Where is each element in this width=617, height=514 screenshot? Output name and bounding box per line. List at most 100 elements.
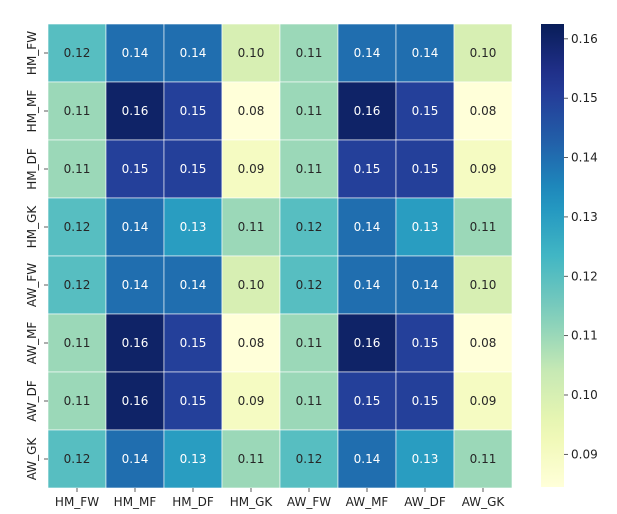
cell-value-label: 0.13 — [412, 452, 439, 466]
cell-value-label: 0.14 — [354, 220, 381, 234]
cell-value-label: 0.12 — [64, 278, 91, 292]
cell-value-label: 0.16 — [354, 336, 381, 350]
heatmap-cell — [105, 139, 165, 199]
colorbar-tick-label: 0.13 — [571, 210, 598, 224]
cell-value-label: 0.14 — [412, 46, 439, 60]
cell-value-label: 0.13 — [412, 220, 439, 234]
cell-value-label: 0.11 — [238, 452, 265, 466]
heatmap-cell — [337, 139, 397, 199]
y-tick-label: AW_DF — [25, 380, 39, 422]
heatmap-cell — [453, 139, 513, 199]
cell-value-label: 0.15 — [122, 162, 149, 176]
x-tick-label: HM_MF — [114, 495, 157, 509]
heatmap-cell — [337, 313, 397, 373]
heatmap-cell — [395, 81, 455, 141]
cell-value-label: 0.15 — [354, 162, 381, 176]
cell-value-label: 0.15 — [180, 104, 207, 118]
heatmap-cell — [279, 23, 339, 83]
cell-value-label: 0.10 — [470, 46, 497, 60]
heatmap-cell — [221, 81, 281, 141]
x-tick-label: AW_MF — [346, 495, 389, 509]
heatmap-cell — [221, 139, 281, 199]
colorbar-tick-label: 0.16 — [571, 32, 598, 46]
heatmap-cell — [105, 23, 165, 83]
cell-value-label: 0.14 — [122, 278, 149, 292]
heatmap-cell — [163, 139, 223, 199]
cell-value-label: 0.13 — [180, 220, 207, 234]
cell-value-label: 0.10 — [470, 278, 497, 292]
heatmap-cell — [337, 23, 397, 83]
cell-value-label: 0.15 — [412, 104, 439, 118]
cell-value-label: 0.08 — [238, 104, 265, 118]
cell-value-label: 0.11 — [64, 336, 91, 350]
heatmap-cell — [279, 371, 339, 431]
heatmap-cell — [221, 197, 281, 257]
cell-value-label: 0.08 — [470, 104, 497, 118]
heatmap-cell — [453, 429, 513, 489]
cell-value-label: 0.15 — [354, 394, 381, 408]
x-tick-label: AW_DF — [404, 495, 446, 509]
heatmap-cell — [279, 139, 339, 199]
cell-value-label: 0.11 — [238, 220, 265, 234]
colorbar-tick-label: 0.15 — [571, 91, 598, 105]
cell-value-label: 0.09 — [470, 394, 497, 408]
heatmap-cell — [453, 371, 513, 431]
colorbar-tick-label: 0.14 — [571, 151, 598, 165]
cell-value-label: 0.16 — [122, 336, 149, 350]
y-axis-ticks: HM_FW HM_MF HM_DF HM_GK AW_FW AW_MF AW_DF AW_GK — [25, 31, 48, 480]
cell-value-label: 0.15 — [412, 162, 439, 176]
cell-value-label: 0.12 — [296, 220, 323, 234]
cell-value-label: 0.09 — [470, 162, 497, 176]
cell-value-label: 0.13 — [180, 452, 207, 466]
x-tick-label: AW_GK — [462, 495, 506, 509]
cell-value-label: 0.11 — [470, 452, 497, 466]
heatmap-cell — [163, 371, 223, 431]
heatmap-cells: 0.12 0.14 0.14 0.10 0.11 0.14 0.14 0.10 0.11 0.16… — [47, 23, 513, 489]
heatmap-cell — [279, 255, 339, 315]
heatmap-cell — [395, 313, 455, 373]
colorbar-tick-label: 0.09 — [571, 447, 598, 461]
colorbar-gradient — [541, 24, 564, 487]
heatmap-cell — [395, 197, 455, 257]
x-tick-label: HM_FW — [55, 495, 99, 509]
cell-value-label: 0.16 — [122, 104, 149, 118]
cell-value-label: 0.10 — [238, 278, 265, 292]
cell-value-label: 0.14 — [122, 46, 149, 60]
heatmap-cell — [47, 197, 107, 257]
cell-value-label: 0.14 — [180, 46, 207, 60]
y-tick-label: AW_MF — [25, 322, 39, 365]
y-tick-label: AW_FW — [25, 263, 39, 307]
cell-value-label: 0.12 — [64, 452, 91, 466]
x-tick-label: AW_FW — [287, 495, 331, 509]
cell-value-label: 0.15 — [180, 336, 207, 350]
x-tick-label: HM_GK — [230, 495, 274, 509]
cell-value-label: 0.11 — [64, 104, 91, 118]
heatmap-cell — [453, 81, 513, 141]
cell-value-label: 0.11 — [296, 104, 323, 118]
cell-value-label: 0.11 — [296, 394, 323, 408]
colorbar: 0.09 0.10 0.11 0.12 0.13 0.14 0.15 0.16 — [541, 24, 598, 487]
heatmap-cell — [47, 371, 107, 431]
heatmap-cell — [453, 255, 513, 315]
cell-value-label: 0.15 — [180, 162, 207, 176]
cell-value-label: 0.11 — [296, 162, 323, 176]
x-tick-label: HM_DF — [172, 495, 214, 509]
heatmap-cell — [279, 429, 339, 489]
heatmap-cell — [279, 313, 339, 373]
heatmap-cell — [163, 23, 223, 83]
heatmap-cell — [47, 139, 107, 199]
cell-value-label: 0.15 — [412, 394, 439, 408]
cell-value-label: 0.12 — [64, 46, 91, 60]
heatmap-cell — [105, 313, 165, 373]
heatmap-cell — [163, 255, 223, 315]
y-tick-label: HM_GK — [25, 205, 39, 249]
heatmap-cell — [395, 255, 455, 315]
cell-value-label: 0.09 — [238, 394, 265, 408]
cell-value-label: 0.15 — [412, 336, 439, 350]
cell-value-label: 0.16 — [122, 394, 149, 408]
cell-value-label: 0.14 — [354, 452, 381, 466]
cell-value-label: 0.14 — [122, 220, 149, 234]
heatmap-cell — [453, 23, 513, 83]
cell-value-label: 0.11 — [296, 336, 323, 350]
heatmap-cell — [47, 23, 107, 83]
